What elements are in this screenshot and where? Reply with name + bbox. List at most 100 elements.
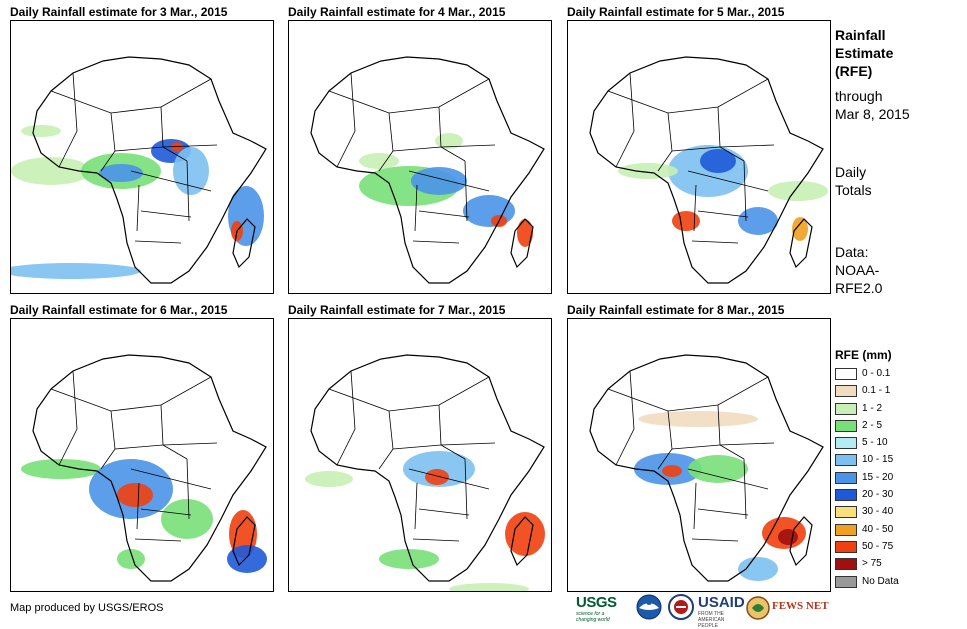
country-border [464,160,468,222]
rainfall-area [425,469,449,485]
rainfall-area [173,147,209,195]
madagascar-outline [510,218,534,269]
rainfall-area [700,149,736,173]
noaa-logo [636,594,662,625]
legend-label: 50 - 75 [862,540,894,552]
rainfall-map [567,20,831,294]
rainfall-map [10,20,274,294]
rainfall-area [738,557,778,581]
rainfall-area [778,529,798,545]
madagascar-outline [232,516,256,567]
map-credit: Map produced by USGS/EROS [10,602,164,614]
country-border [408,170,490,192]
usgs-logo: USGS science for a changing world [576,594,617,623]
country-border [100,410,116,470]
country-border [378,410,394,470]
country-border [58,370,78,466]
country-border [140,210,192,218]
legend-swatch [835,471,857,484]
legend-swatch [835,558,857,571]
through-date: through Mar 8, 2015 [835,88,910,122]
rainfall-map [288,318,552,592]
country-border [693,482,697,530]
legend-label: 15 - 20 [862,471,894,483]
madagascar-outline [232,218,256,269]
country-border [160,404,188,460]
rainfall-area [435,133,463,149]
country-border [50,78,212,114]
country-border [615,72,635,168]
rainfall-area [171,142,183,152]
legend-title: RFE (mm) [835,348,892,362]
country-border [186,458,190,520]
rainfall-area [99,164,143,182]
country-border [671,442,775,450]
panel-title: Daily Rainfall estimate for 5 Mar., 2015 [567,5,785,19]
country-border [336,370,356,466]
country-border [186,160,190,222]
country-border [412,240,460,244]
country-border [58,72,78,168]
africa-coastline [32,354,267,582]
country-border [114,144,218,152]
rainfall-area [792,217,808,241]
country-border [412,538,460,542]
legend-swatch [835,437,857,450]
rainfall-area [505,512,545,556]
legend-label: 0.1 - 1 [862,385,891,397]
africa-map-svg [310,56,545,284]
panel-title: Daily Rainfall estimate for 3 Mar., 2015 [10,5,228,19]
legend-swatch [835,402,857,415]
panel-title: Daily Rainfall estimate for 8 Mar., 2015 [567,303,785,317]
legend-label: 40 - 50 [862,523,894,535]
legend-swatch [835,506,857,519]
rainfall-area [463,195,515,227]
legend-swatch [835,523,857,536]
country-border [697,210,749,218]
country-border [414,482,418,530]
usaid-logo: USAID FROM THE AMERICAN PEOPLE [698,594,745,629]
madagascar-outline [510,516,534,567]
country-border [693,184,697,232]
africa-map-svg [21,354,267,582]
country-border [438,404,466,460]
panel-title: Daily Rainfall estimate for 7 Mar., 2015 [288,303,506,317]
country-border [743,458,747,520]
legend-label: > 75 [862,558,882,570]
country-border [607,78,769,114]
africa-coastline [32,56,267,284]
country-border [464,458,468,520]
legend-swatch [835,454,857,467]
africa-coastline [589,354,824,582]
rainfall-area [305,471,353,487]
legend-swatch [835,368,857,380]
rainfall-area [117,483,153,507]
panel-title: Daily Rainfall estimate for 6 Mar., 2015 [10,303,228,317]
country-border [657,112,673,172]
country-border [328,376,490,412]
africa-coastline [310,56,545,284]
rainfall-map [567,318,831,592]
madagascar-outline [789,218,813,269]
rainfall-area [768,181,828,201]
product-title: Rainfall Estimate (RFE) [835,27,894,79]
africa-map-svg [305,354,545,591]
africa-map-svg [11,56,267,284]
rainfall-area [672,211,700,231]
country-border [607,376,769,412]
africa-map-svg [589,56,828,284]
country-border [697,508,749,516]
country-border [336,72,356,168]
legend-label: 5 - 10 [862,437,888,449]
legend-swatch [835,575,857,588]
data-source: Data: NOAA- RFE2.0 [835,244,883,296]
rainfall-area [618,163,678,179]
africa-coastline [310,354,545,582]
usaid-seal-icon [668,594,694,625]
madagascar-outline [789,516,813,567]
rainfall-area [403,451,475,487]
legend-label: 2 - 5 [862,419,883,431]
country-border [687,170,769,192]
legend-swatch [835,385,857,398]
country-border [130,468,212,490]
